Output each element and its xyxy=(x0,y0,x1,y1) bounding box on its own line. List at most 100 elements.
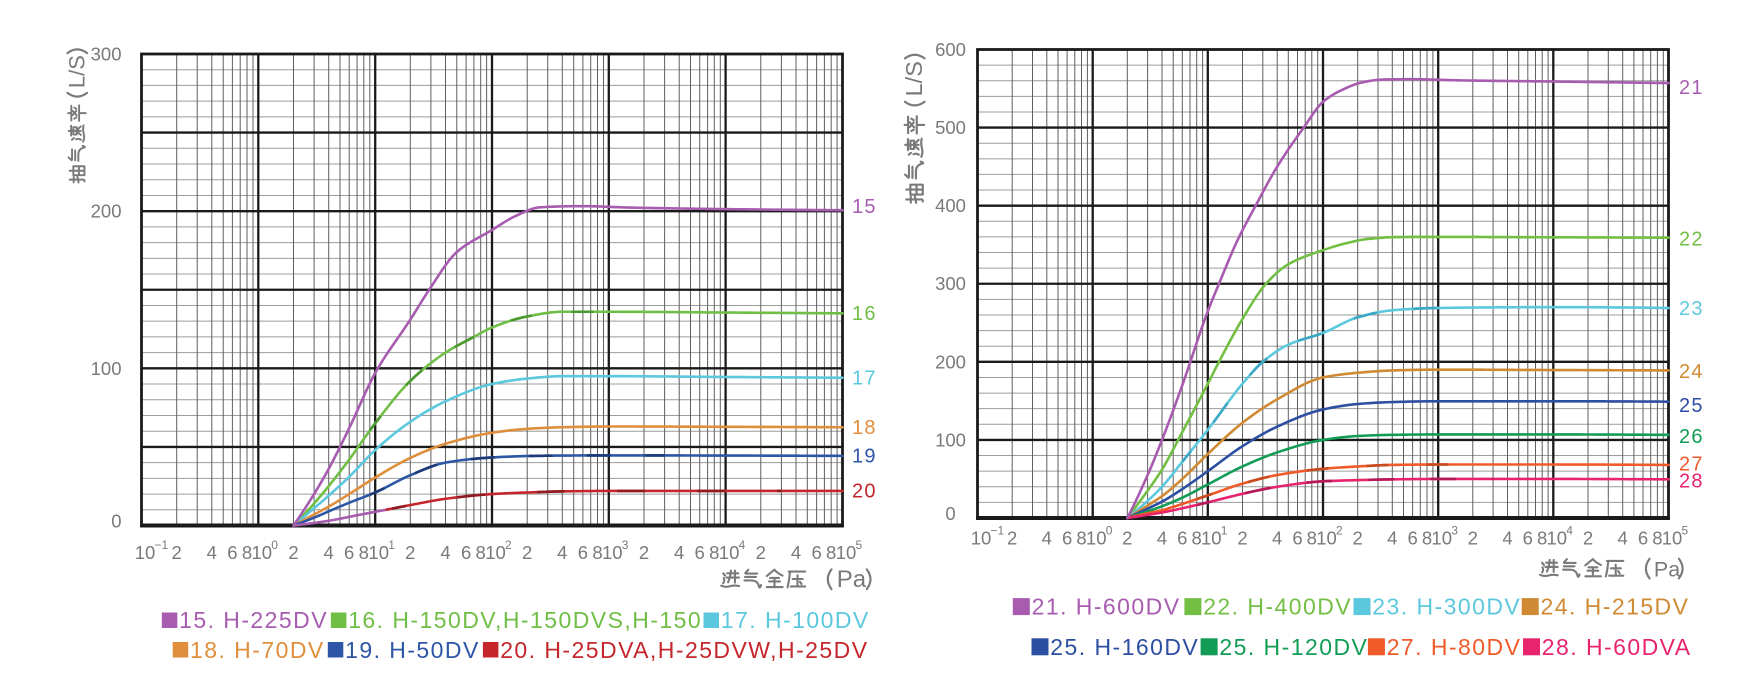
svg-text:10: 10 xyxy=(485,542,506,563)
svg-text:28: 28 xyxy=(1679,470,1704,492)
svg-text:4: 4 xyxy=(1157,527,1167,548)
svg-text:600: 600 xyxy=(935,39,966,60)
svg-text:17: 17 xyxy=(852,367,877,389)
svg-text:4: 4 xyxy=(440,542,450,563)
svg-text:10: 10 xyxy=(1547,527,1568,548)
svg-text:18: 18 xyxy=(852,417,877,439)
svg-text:19: 19 xyxy=(852,445,877,467)
svg-text:3: 3 xyxy=(622,538,629,552)
svg-text:4: 4 xyxy=(1502,527,1512,548)
svg-text:10: 10 xyxy=(602,542,623,563)
svg-text:2: 2 xyxy=(639,542,649,563)
svg-text:26: 26 xyxy=(1679,426,1704,448)
svg-text:4: 4 xyxy=(1566,523,1573,537)
svg-text:2: 2 xyxy=(288,542,298,563)
svg-text:2: 2 xyxy=(505,538,512,552)
svg-text:100: 100 xyxy=(935,429,966,450)
svg-text:8: 8 xyxy=(1537,527,1547,548)
svg-text:23. H-300DV: 23. H-300DV xyxy=(1372,594,1521,620)
svg-text:10: 10 xyxy=(1201,527,1222,548)
svg-text:6: 6 xyxy=(695,542,705,563)
svg-text:4: 4 xyxy=(791,542,801,563)
svg-text:0: 0 xyxy=(945,503,955,524)
svg-text:0: 0 xyxy=(111,511,121,532)
svg-text:6: 6 xyxy=(1523,527,1533,548)
svg-text:−1: −1 xyxy=(991,523,1005,537)
svg-text:27. H-80DV: 27. H-80DV xyxy=(1387,634,1522,660)
svg-text:2: 2 xyxy=(1237,527,1247,548)
svg-text:8: 8 xyxy=(1307,527,1317,548)
svg-text:20. H-25DVA,H-25DVW,H-25DV: 20. H-25DVA,H-25DVW,H-25DV xyxy=(500,637,868,663)
svg-text:2: 2 xyxy=(1122,527,1132,548)
svg-text:27: 27 xyxy=(1679,453,1704,475)
svg-text:2: 2 xyxy=(1336,523,1343,537)
svg-text:10: 10 xyxy=(252,542,273,563)
svg-text:10: 10 xyxy=(135,542,156,563)
svg-text:8: 8 xyxy=(1076,527,1086,548)
svg-text:24. H-215DV: 24. H-215DV xyxy=(1541,594,1690,620)
svg-text:4: 4 xyxy=(739,538,746,552)
svg-text:4: 4 xyxy=(1042,527,1052,548)
svg-text:0: 0 xyxy=(271,538,278,552)
svg-text:15: 15 xyxy=(852,196,877,218)
svg-text:6: 6 xyxy=(578,542,588,563)
svg-text:2: 2 xyxy=(405,542,415,563)
svg-text:2: 2 xyxy=(1468,527,1478,548)
svg-text:6: 6 xyxy=(1292,527,1302,548)
svg-text:Pa: Pa xyxy=(837,566,867,593)
svg-text:8: 8 xyxy=(1422,527,1432,548)
svg-text:L/S: L/S xyxy=(901,61,927,96)
svg-text:10: 10 xyxy=(836,542,857,563)
svg-text:24: 24 xyxy=(1679,361,1704,383)
svg-text:4: 4 xyxy=(1272,527,1282,548)
svg-text:1: 1 xyxy=(388,538,395,552)
svg-text:200: 200 xyxy=(91,201,122,222)
svg-text:25. H-120DV: 25. H-120DV xyxy=(1219,634,1368,660)
svg-text:4: 4 xyxy=(1618,527,1628,548)
svg-text:10: 10 xyxy=(1662,527,1683,548)
svg-text:6: 6 xyxy=(227,542,237,563)
svg-text:20: 20 xyxy=(852,480,877,502)
svg-text:3: 3 xyxy=(1451,523,1458,537)
svg-text:6: 6 xyxy=(1407,527,1417,548)
svg-text:15. H-225DV: 15. H-225DV xyxy=(179,607,328,633)
svg-text:100: 100 xyxy=(91,358,122,379)
svg-text:2: 2 xyxy=(1007,527,1017,548)
svg-text:21. H-600DV: 21. H-600DV xyxy=(1032,594,1181,620)
svg-text:21: 21 xyxy=(1679,77,1704,99)
svg-text:17. H-100DV: 17. H-100DV xyxy=(721,607,870,633)
svg-text:8: 8 xyxy=(1192,527,1202,548)
svg-text:8: 8 xyxy=(359,542,369,563)
svg-text:10: 10 xyxy=(1316,527,1337,548)
svg-text:28. H-60DVA: 28. H-60DVA xyxy=(1542,634,1692,660)
svg-text:6: 6 xyxy=(1062,527,1072,548)
svg-text:L/S: L/S xyxy=(65,55,90,88)
svg-text:2: 2 xyxy=(172,542,182,563)
svg-text:Pa: Pa xyxy=(1654,557,1680,581)
svg-text:2: 2 xyxy=(1583,527,1593,548)
svg-text:4: 4 xyxy=(324,542,334,563)
svg-text:5: 5 xyxy=(856,538,863,552)
svg-text:10: 10 xyxy=(719,542,740,563)
svg-text:6: 6 xyxy=(1638,527,1648,548)
svg-text:1: 1 xyxy=(1221,523,1228,537)
svg-text:16. H-150DV,H-150DVS,H-150: 16. H-150DV,H-150DVS,H-150 xyxy=(348,607,702,633)
svg-text:8: 8 xyxy=(592,542,602,563)
svg-text:6: 6 xyxy=(1177,527,1187,548)
svg-text:8: 8 xyxy=(242,542,252,563)
svg-text:2: 2 xyxy=(522,542,532,563)
svg-text:10: 10 xyxy=(971,527,992,548)
svg-text:19. H-50DV: 19. H-50DV xyxy=(345,637,480,663)
svg-text:22. H-400DV: 22. H-400DV xyxy=(1203,594,1352,620)
svg-text:200: 200 xyxy=(935,351,966,372)
svg-text:4: 4 xyxy=(557,542,567,563)
svg-text:6: 6 xyxy=(344,542,354,563)
svg-text:8: 8 xyxy=(826,542,836,563)
svg-text:0: 0 xyxy=(1106,523,1113,537)
svg-text:2: 2 xyxy=(756,542,766,563)
svg-text:6: 6 xyxy=(461,542,471,563)
svg-text:16: 16 xyxy=(852,303,877,325)
svg-text:5: 5 xyxy=(1682,523,1689,537)
svg-text:8: 8 xyxy=(476,542,486,563)
svg-text:6: 6 xyxy=(811,542,821,563)
